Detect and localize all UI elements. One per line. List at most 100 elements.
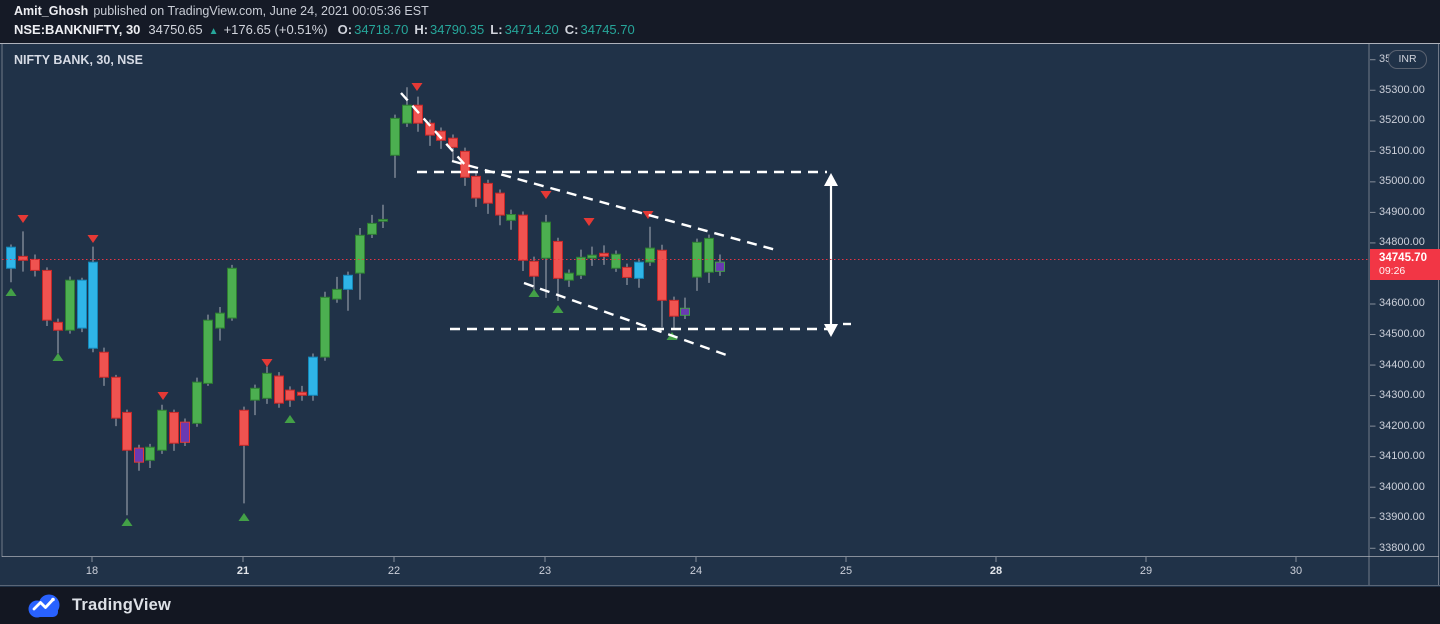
time-axis-label: 28: [989, 565, 1003, 577]
candle: [122, 411, 132, 451]
candle: [692, 241, 702, 278]
candle: [18, 255, 28, 261]
candle: [483, 182, 493, 204]
candle: [436, 130, 446, 141]
candle: [564, 272, 574, 281]
candle: [77, 279, 87, 329]
candle: [448, 137, 458, 148]
trendline-dashed: [523, 281, 733, 359]
candle: [425, 122, 435, 136]
candle: [180, 421, 190, 443]
candle: [88, 261, 98, 349]
time-axis-label: 21: [236, 565, 250, 577]
sell-signal-triangle-icon: [540, 191, 552, 199]
candle: [285, 389, 295, 401]
candle: [111, 376, 121, 419]
time-axis-label: 24: [689, 565, 703, 577]
time-axis[interactable]: 18 21 22 23 24 25 28 29 30: [0, 556, 1369, 585]
candle: [169, 411, 179, 444]
publish-info: Amit_Ghosh published on TradingView.com, …: [14, 4, 429, 18]
sell-signal-triangle-icon: [87, 235, 99, 243]
sell-signal-triangle-icon: [157, 392, 169, 400]
sell-signal-triangle-icon: [17, 215, 29, 223]
candle: [367, 222, 377, 235]
price-axis-label: 34100.00: [1379, 450, 1425, 463]
change-value: +176.65 (+0.51%): [223, 22, 328, 37]
sell-signal-triangle-icon: [261, 359, 273, 367]
time-axis-label: 22: [387, 565, 401, 577]
price-axis-label: 34600.00: [1379, 297, 1425, 310]
candle: [134, 447, 144, 463]
price-axis-label: 34200.00: [1379, 419, 1425, 432]
candle: [343, 274, 353, 290]
candle: [518, 214, 528, 261]
time-axis-label: 18: [85, 565, 99, 577]
price-axis[interactable]: 35400.0035300.0035200.0035100.0035000.00…: [1370, 44, 1440, 585]
low-value: 34714.20: [504, 22, 559, 37]
high-label: H:: [414, 22, 429, 37]
candle: [53, 321, 63, 331]
price-axis-label: 34900.00: [1379, 205, 1425, 218]
candle: [645, 247, 655, 263]
candle: [495, 192, 505, 216]
price-axis-label: 34500.00: [1379, 328, 1425, 341]
buy-signal-triangle-icon: [5, 288, 17, 296]
candle: [250, 387, 260, 401]
symbol-title: NSE:BANKNIFTY, 30: [14, 22, 141, 37]
candle: [274, 375, 284, 404]
sell-signal-triangle-icon: [583, 218, 595, 226]
time-axis-label: 23: [538, 565, 552, 577]
bar-countdown: 09:26: [1379, 265, 1406, 277]
buy-signal-triangle-icon: [121, 518, 133, 526]
candle: [262, 372, 272, 399]
time-axis-label: 30: [1289, 565, 1303, 577]
candle: [471, 175, 481, 199]
price-axis-label: 34000.00: [1379, 480, 1425, 493]
candle: [145, 446, 155, 461]
candle: [390, 117, 400, 156]
tradingview-logo-icon[interactable]: [26, 592, 64, 620]
close-value: 34745.70: [580, 22, 635, 37]
buy-signal-triangle-icon: [284, 415, 296, 423]
price-axis-label: 35100.00: [1379, 144, 1425, 157]
candle: [378, 218, 388, 222]
open-value: 34718.70: [354, 22, 409, 37]
candle: [30, 258, 40, 271]
tradingview-brand-text[interactable]: TradingView: [72, 596, 172, 614]
author-name: Amit_Ghosh: [14, 4, 89, 18]
price-axis-label: 33800.00: [1379, 541, 1425, 554]
tradingview-footer: TradingView: [0, 587, 1440, 624]
candle: [669, 299, 679, 317]
candle: [611, 253, 621, 269]
time-axis-label: 25: [839, 565, 853, 577]
candle: [308, 356, 318, 396]
candle: [587, 254, 597, 259]
publish-text: published on TradingView.com, June 24, 2…: [93, 4, 429, 18]
buy-signal-triangle-icon: [552, 305, 564, 313]
candle: [622, 266, 632, 278]
candle: [402, 104, 412, 124]
last-price-axis-label: 34745.70 09:26: [1370, 249, 1440, 280]
measure-arrow-head-up: [824, 173, 838, 186]
sell-signal-triangle-icon: [411, 83, 423, 91]
buy-signal-triangle-icon: [52, 353, 64, 361]
candle: [332, 288, 342, 300]
candle: [65, 279, 75, 331]
high-value: 34790.35: [430, 22, 485, 37]
sell-signal-triangle-icon: [642, 211, 654, 219]
price-axis-label: 33900.00: [1379, 511, 1425, 524]
candle: [6, 246, 16, 269]
candle: [42, 269, 52, 321]
up-arrow-icon: ▲: [208, 26, 219, 37]
candle: [203, 319, 213, 384]
candle: [192, 381, 202, 424]
currency-toggle-button[interactable]: INR: [1388, 50, 1427, 69]
candle: [460, 150, 470, 178]
low-label: L:: [490, 22, 503, 37]
candle: [715, 261, 725, 272]
price-axis-label: 35200.00: [1379, 114, 1425, 127]
candle: [576, 256, 586, 276]
candle: [541, 221, 551, 259]
candle: [227, 267, 237, 319]
